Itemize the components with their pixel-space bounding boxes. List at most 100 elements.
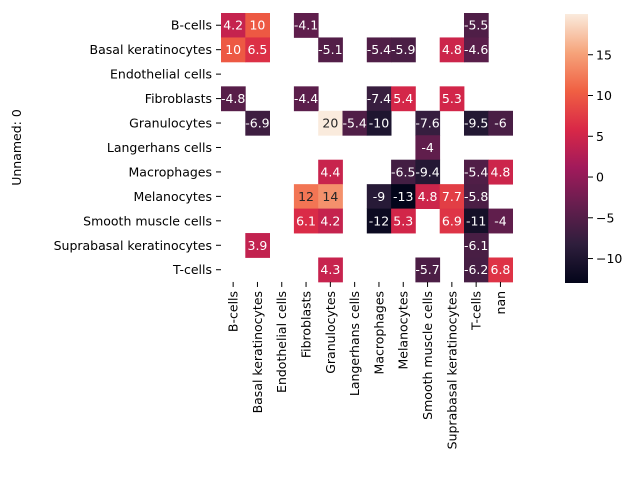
heatmap-cell — [245, 37, 270, 63]
cell-value-label: 7.7 — [442, 189, 462, 204]
heatmap-cell — [366, 208, 392, 234]
column-label: Suprabasal keratinocytes — [444, 291, 459, 449]
column-label: Basal keratinocytes — [250, 291, 265, 413]
row-label: Suprabasal keratinocytes — [54, 238, 212, 253]
colorbar-tick-label: 0 — [596, 170, 604, 185]
cell-value-label: -6.2 — [464, 262, 488, 277]
heatmap-cell — [464, 37, 489, 63]
cell-value-label: 4.4 — [320, 164, 340, 179]
colorbar-tick-label: 5 — [596, 129, 604, 144]
cell-value-label: -4.4 — [294, 91, 318, 106]
cell-value-label: 4.8 — [442, 42, 462, 57]
row-label: Granulocytes — [129, 116, 212, 131]
cell-value-label: 12 — [298, 189, 314, 204]
heatmap-cell — [318, 208, 343, 234]
heatmap-cell — [415, 110, 441, 136]
heatmap-cell — [488, 110, 513, 136]
cell-value-label: 20 — [322, 116, 338, 131]
colorbar-tick-label: −5 — [596, 210, 614, 225]
heatmap-cell — [391, 86, 416, 112]
heatmap-cell — [464, 208, 489, 234]
heatmap-cell — [488, 208, 513, 234]
heatmap-cell — [366, 184, 392, 209]
cell-value-label: -11 — [466, 213, 486, 228]
cell-value-label: -7.4 — [367, 91, 391, 106]
cell-value-label: 6.1 — [296, 213, 316, 228]
row-label: T-cells — [172, 262, 212, 277]
heatmap-cell — [464, 257, 489, 283]
heatmap-cell — [488, 159, 513, 185]
heatmap-cell — [293, 13, 319, 38]
cell-value-label: -5.4 — [464, 164, 488, 179]
cell-value-label: -6 — [494, 116, 507, 131]
column-label: Langerhans cells — [347, 291, 362, 396]
cell-value-label: -9.5 — [464, 116, 488, 131]
heatmap-cell — [439, 86, 465, 112]
colorbar-tick-label: 15 — [596, 47, 612, 62]
heatmap-cell — [245, 233, 270, 258]
heatmap-cell — [318, 110, 343, 136]
heatmap-cell — [221, 13, 246, 38]
heatmap-cell — [464, 159, 489, 185]
y-tick-labels: B-cells Basal keratinocytes Endothelial ce… — [54, 18, 212, 278]
axis-ticks — [216, 24, 501, 287]
heatmap-cell — [391, 159, 416, 185]
row-label: Macrophages — [129, 164, 212, 179]
heatmap-cell — [391, 37, 416, 63]
column-label: Melanocytes — [396, 291, 411, 370]
column-label: T-cells — [469, 291, 484, 331]
cell-value-label: -9.4 — [415, 164, 439, 179]
heatmap-cell — [488, 257, 513, 283]
heatmap-cell — [245, 13, 270, 38]
row-label: Langerhans cells — [107, 140, 212, 155]
cell-value-label: -5.4 — [367, 42, 391, 57]
row-label: B-cells — [171, 18, 212, 33]
cell-value-label: -10 — [369, 116, 389, 131]
cell-value-label: -5.5 — [464, 18, 488, 33]
cell-value-label: -5.1 — [318, 42, 342, 57]
heatmap-cell — [439, 184, 465, 209]
heatmap-cell — [439, 208, 465, 234]
colorbar-tick-label: 10 — [596, 88, 612, 103]
heatmap-cell — [245, 110, 270, 136]
cell-value-label: 5.3 — [442, 91, 462, 106]
cell-value-label: 14 — [322, 189, 338, 204]
cell-value-label: -4.6 — [464, 42, 488, 57]
heatmap-cell — [293, 184, 319, 209]
heatmap-cell — [221, 86, 246, 112]
heatmap-cell — [318, 257, 343, 283]
heatmap-cell — [415, 257, 441, 283]
cell-value-label: -9 — [373, 189, 386, 204]
row-label: Melanocytes — [133, 189, 212, 204]
heatmap-cell — [464, 13, 489, 38]
heatmap-cell — [221, 37, 246, 63]
heatmap-cell — [366, 86, 392, 112]
column-label: Smooth muscle cells — [420, 291, 435, 420]
cell-value-label: 4.8 — [491, 164, 511, 179]
cell-value-label: -4 — [494, 213, 507, 228]
heatmap-cell — [318, 159, 343, 185]
heatmap-cells: 4.2 10 -4.1 -5.510 6.5 -5.1 -5.4 -5.9 4.8 -4.6-4.… — [221, 13, 513, 283]
cell-value-label: 10 — [225, 42, 241, 57]
cell-value-label: 6.9 — [442, 213, 462, 228]
cell-value-label: 4.2 — [223, 18, 243, 33]
row-label: Basal keratinocytes — [90, 42, 212, 57]
column-label: Macrophages — [371, 291, 386, 374]
heatmap-cell — [293, 208, 319, 234]
heatmap-cell — [293, 86, 319, 112]
cell-value-label: -6.9 — [245, 116, 269, 131]
colorbar-gradient — [565, 14, 588, 283]
cell-value-label: 6.8 — [491, 262, 511, 277]
x-tick-labels: B-cells Basal keratinocytes Endothelial ce… — [226, 291, 508, 449]
cell-value-label: 5.3 — [393, 213, 413, 228]
cell-value-label: -7.6 — [415, 116, 439, 131]
cell-value-label: 4.3 — [320, 262, 340, 277]
cell-value-label: -13 — [393, 189, 413, 204]
cell-value-label: 3.9 — [248, 238, 268, 253]
heatmap-cell — [415, 135, 441, 161]
row-label: Fibroblasts — [145, 91, 212, 106]
column-label: Granulocytes — [323, 291, 338, 374]
colorbar: −10 −5 0 5 10 15 — [565, 14, 622, 283]
